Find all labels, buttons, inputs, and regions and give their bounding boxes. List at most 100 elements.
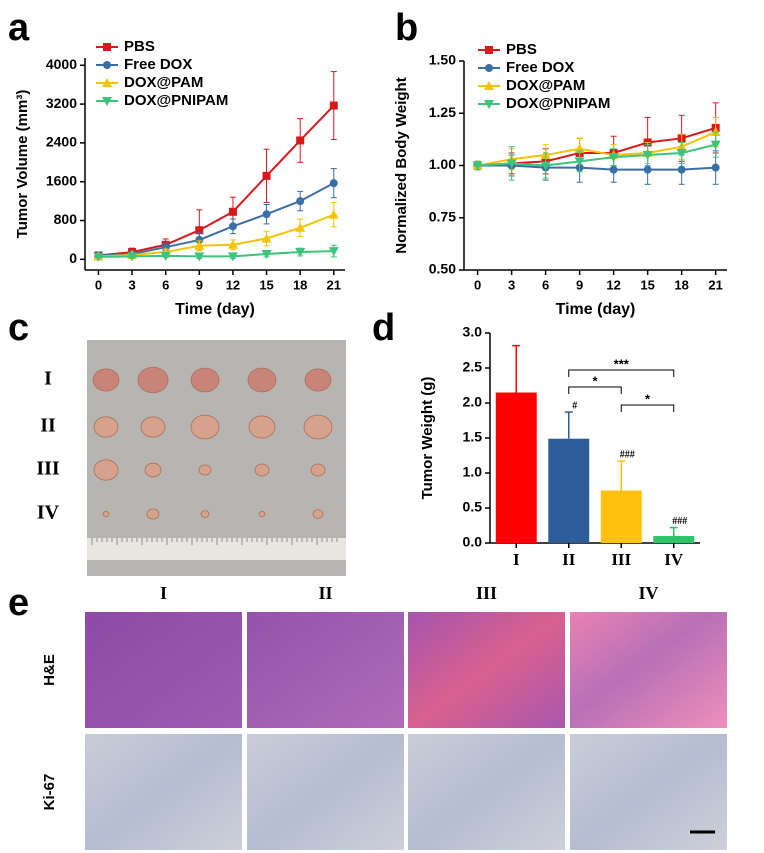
significance-bracket: [620, 404, 675, 412]
y-tick-label: 4000: [46, 56, 77, 72]
histology-image: [85, 734, 242, 850]
x-tick-label: 6: [162, 277, 169, 292]
y-tick-label: 0.75: [429, 208, 456, 224]
series-line: [477, 131, 717, 167]
legend-marker: [485, 46, 493, 54]
series-line: [98, 250, 334, 258]
y-axis-label: Normalized Body Weight: [393, 77, 410, 253]
tumor: [247, 367, 277, 393]
histology-column-label: I: [160, 583, 167, 603]
panel-letter: b: [395, 7, 418, 49]
tumor: [137, 366, 169, 394]
value-note: ###: [672, 516, 687, 527]
legend-marker: [103, 43, 111, 51]
series-line: [98, 213, 335, 258]
tumor: [102, 511, 110, 517]
legend-marker: [484, 100, 494, 109]
tumor: [310, 463, 326, 477]
point: [711, 163, 720, 172]
histology-image: [408, 734, 565, 850]
point: [472, 161, 483, 171]
y-tick-label: 3200: [46, 95, 77, 111]
x-tick-label: 6: [542, 277, 549, 292]
photo-row-label: III: [36, 458, 60, 480]
tumor: [254, 463, 270, 477]
tumor: [93, 416, 119, 438]
panel-letter: a: [8, 7, 30, 49]
series-line: [477, 143, 716, 167]
panel-letter: d: [372, 307, 395, 349]
error-bar: [669, 526, 678, 536]
point: [677, 165, 686, 174]
point: [608, 153, 619, 163]
point: [262, 171, 271, 180]
tumor: [140, 416, 166, 438]
y-axis-label: Tumor Weight (g): [419, 377, 436, 500]
point: [227, 252, 238, 262]
y-tick-label: 0.0: [463, 534, 483, 550]
photo-row-label: IV: [37, 502, 60, 524]
y-tick-label: 2.5: [463, 359, 483, 375]
y-axis-label: Tumor Volume (mm³): [14, 90, 31, 239]
histology-image: [570, 612, 727, 728]
tumor: [93, 459, 119, 481]
point: [194, 240, 205, 250]
point: [195, 226, 204, 235]
point: [227, 239, 238, 249]
x-tick-label: 0: [474, 277, 481, 292]
x-tick-label: 18: [674, 277, 688, 292]
legend-label: Free DOX: [506, 59, 574, 76]
x-axis-label: Time (day): [175, 301, 255, 318]
tumor: [312, 509, 324, 519]
point: [228, 222, 237, 231]
y-tick-label: 3.0: [463, 324, 483, 340]
y-tick-label: 0.50: [429, 261, 456, 277]
point: [643, 165, 652, 174]
x-tick-label: I: [513, 550, 520, 569]
legend-label: PBS: [124, 38, 155, 55]
legend-marker: [103, 61, 111, 69]
error-bar: [512, 344, 521, 393]
tumor: [92, 368, 120, 392]
x-tick-label: IV: [664, 550, 684, 569]
x-tick-label: 15: [259, 277, 273, 292]
point: [295, 222, 306, 232]
y-tick-label: 1.00: [429, 156, 456, 172]
point: [295, 248, 306, 258]
point: [228, 207, 237, 216]
significance-bracket: [568, 386, 622, 394]
legend-label: DOX@PNIPAM: [124, 92, 228, 109]
point: [261, 233, 272, 243]
x-tick-label: 3: [508, 277, 515, 292]
x-tick-label: 21: [708, 277, 722, 292]
error-bar: [617, 460, 626, 491]
point: [710, 140, 721, 150]
ruler: [87, 538, 346, 560]
y-tick-label: 0.5: [463, 499, 483, 515]
y-tick-label: 800: [54, 211, 78, 227]
y-tick-label: 1600: [46, 172, 77, 188]
histology-image: [247, 612, 404, 728]
value-note: ###: [620, 449, 635, 460]
x-tick-label: 15: [640, 277, 654, 292]
legend-label: PBS: [506, 41, 537, 58]
point: [328, 247, 339, 257]
legend-label: DOX@PAM: [506, 77, 585, 94]
histology-image: [408, 612, 565, 728]
error-bar: [564, 411, 573, 439]
point: [160, 251, 171, 261]
legend-marker: [102, 97, 112, 106]
point: [329, 101, 338, 110]
point: [93, 252, 104, 262]
legend-label: Free DOX: [124, 56, 192, 73]
point: [261, 249, 272, 259]
tumor: [200, 510, 210, 518]
x-axis-label: Time (day): [556, 301, 636, 318]
tumor: [198, 464, 212, 476]
bar: [600, 490, 642, 543]
tumor: [258, 511, 266, 517]
panel-letter: c: [8, 307, 29, 349]
y-tick-label: 1.50: [429, 52, 456, 68]
legend-marker: [484, 81, 494, 90]
